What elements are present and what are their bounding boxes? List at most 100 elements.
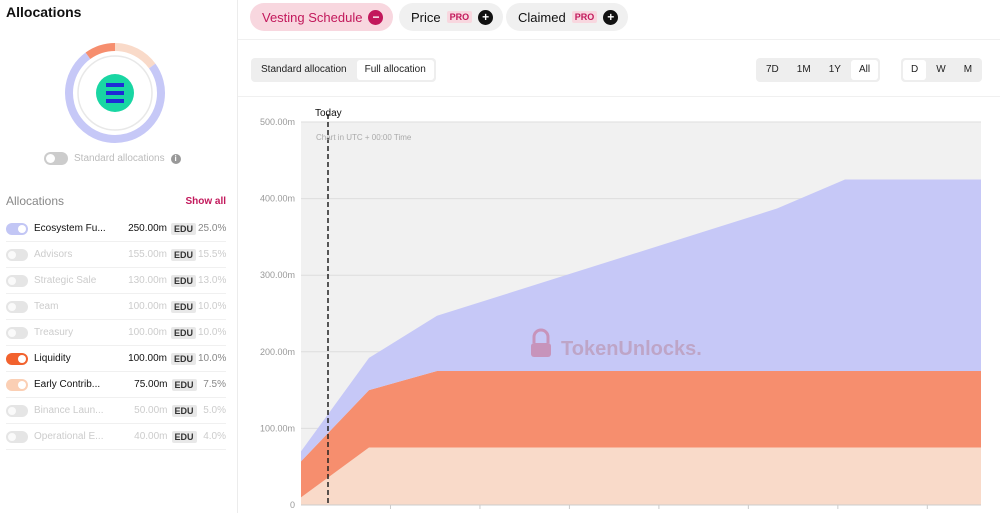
allocation-row[interactable]: Liquidity 100.00m EDU 10.0% — [6, 346, 226, 372]
area-liquidity — [301, 370, 981, 498]
allocation-percent: 7.5% — [203, 379, 226, 390]
time-range-option[interactable]: 7D — [766, 64, 779, 75]
token-unit-badge: EDU — [170, 248, 196, 261]
panel-title: Allocations — [6, 4, 82, 20]
allocation-percent: 5.0% — [203, 405, 226, 416]
token-unit-badge: EDU — [171, 430, 197, 443]
standard-allocations-label: Standard allocations — [74, 153, 165, 164]
tab-vesting-schedule[interactable]: Vesting Schedule − — [250, 3, 394, 31]
donut-segment-liquidity — [85, 43, 116, 60]
token-unit-badge: EDU — [170, 326, 196, 339]
pro-badge: PRO — [571, 11, 598, 23]
time-range-option[interactable]: 1M — [796, 64, 811, 75]
allocation-list: Ecosystem Fu... 250.00m EDU 25.0% Advisors 15… — [6, 216, 226, 450]
interval-option[interactable]: M — [963, 64, 973, 75]
y-tick-label: 100.00m — [260, 423, 295, 433]
allocation-amount: 155.00m — [128, 249, 167, 260]
allocation-toggle[interactable] — [6, 378, 28, 391]
allocation-name: Advisors — [34, 249, 73, 260]
token-unit-badge: EDU — [170, 352, 196, 365]
token-unit-badge: EDU — [170, 300, 196, 313]
pro-badge: PRO — [446, 11, 473, 23]
watermark-text: TokenUnlocks. — [561, 338, 702, 360]
token-unit-badge: EDU — [171, 378, 197, 391]
info-icon[interactable]: i — [170, 153, 181, 164]
allocation-name: Treasury — [34, 327, 74, 338]
allocations-header: Allocations Show all — [6, 194, 226, 208]
time-range-option[interactable]: All — [850, 60, 879, 80]
allocation-percent: 10.0% — [198, 327, 227, 338]
allocation-name: Operational E... — [34, 431, 104, 442]
allocation-percent: 15.5% — [198, 249, 227, 260]
tab-vesting-label: Vesting Schedule — [262, 9, 363, 25]
y-tick-label: 500.00m — [260, 117, 295, 127]
standard-allocations-toggle[interactable] — [44, 152, 68, 165]
token-unit-badge: EDU — [171, 404, 197, 417]
add-icon: + — [478, 9, 494, 25]
vesting-chart-svg: 0 100.00m 200.00m 300.00m 400.00m 500.00m Toda… — [260, 108, 981, 510]
allocation-name: Binance Laun... — [34, 405, 104, 416]
standard-allocations-row: Standard allocations i — [44, 152, 181, 165]
allocation-toggle[interactable] — [6, 326, 28, 339]
allocation-amount: 100.00m — [128, 301, 167, 312]
allocation-row[interactable]: Operational E... 40.00m EDU 4.0% — [6, 424, 226, 450]
area-early-contributors — [301, 447, 981, 505]
allocation-mode-switch: Standard allocation Full allocation — [251, 58, 436, 82]
allocation-row[interactable]: Ecosystem Fu... 250.00m EDU 25.0% — [6, 216, 226, 242]
allocation-name: Team — [34, 301, 59, 312]
tab-claimed[interactable]: Claimed PRO + — [506, 3, 629, 31]
allocation-amount: 40.00m — [134, 431, 168, 442]
allocation-row[interactable]: Binance Laun... 50.00m EDU 5.0% — [6, 398, 226, 424]
allocations-label: Allocations — [6, 194, 65, 208]
tab-price[interactable]: Price PRO + — [399, 3, 504, 31]
allocations-panel: Allocations Standard allocations i Alloc… — [0, 0, 238, 513]
allocation-mode-option[interactable]: Full allocation — [356, 60, 434, 80]
vesting-chart: 0 100.00m 200.00m 300.00m 400.00m 500.00m Toda… — [238, 96, 1000, 513]
y-tick-label: 400.00m — [260, 194, 295, 204]
remove-icon: − — [368, 9, 384, 25]
today-label: Today — [315, 108, 342, 119]
allocation-row[interactable]: Advisors 155.00m EDU 15.5% — [6, 242, 226, 268]
chart-tabs-bar: Vesting Schedule − Price PRO + Claimed P… — [238, 0, 1000, 40]
tab-claimed-label: Claimed — [518, 9, 566, 25]
allocation-row[interactable]: Treasury 100.00m EDU 10.0% — [6, 320, 226, 346]
allocation-percent: 25.0% — [198, 223, 227, 234]
allocation-percent: 10.0% — [198, 353, 227, 364]
watermark-lock-body — [531, 343, 551, 357]
allocation-toggle[interactable] — [6, 222, 28, 235]
allocation-name: Strategic Sale — [34, 275, 97, 286]
allocation-percent: 13.0% — [198, 275, 227, 286]
allocation-toggle[interactable] — [6, 430, 28, 443]
show-all-link[interactable]: Show all — [185, 195, 226, 207]
donut-segment-early — [114, 43, 156, 69]
add-icon: + — [603, 9, 619, 25]
allocation-amount: 100.00m — [128, 327, 167, 338]
allocation-toggle[interactable] — [6, 352, 28, 365]
timezone-note: Chart in UTC + 00:00 Time — [316, 133, 412, 142]
watermark-lock-icon — [532, 328, 550, 343]
area-ecosystem — [301, 179, 981, 462]
interval-option[interactable]: D — [903, 60, 927, 80]
tab-price-label: Price — [411, 9, 441, 25]
allocation-percent: 4.0% — [203, 431, 226, 442]
time-range-switch: 7D 1M 1Y All — [756, 58, 881, 82]
allocation-amount: 75.00m — [134, 379, 168, 390]
allocation-row[interactable]: Strategic Sale 130.00m EDU 13.0% — [6, 268, 226, 294]
token-unit-badge: EDU — [170, 274, 196, 287]
interval-option[interactable]: W — [936, 64, 946, 75]
allocation-name: Early Contrib... — [34, 379, 101, 390]
allocation-row[interactable]: Team 100.00m EDU 10.0% — [6, 294, 226, 320]
allocation-toggle[interactable] — [6, 300, 28, 313]
allocation-toggle[interactable] — [6, 274, 28, 287]
allocation-name: Ecosystem Fu... — [34, 223, 106, 234]
allocation-row[interactable]: Early Contrib... 75.00m EDU 7.5% — [6, 372, 226, 398]
allocation-amount: 250.00m — [128, 223, 167, 234]
time-range-option[interactable]: 1Y — [828, 64, 841, 75]
allocation-toggle[interactable] — [6, 404, 28, 417]
allocation-percent: 10.0% — [198, 301, 227, 312]
y-tick-label: 300.00m — [260, 270, 295, 280]
allocation-amount: 100.00m — [128, 353, 167, 364]
allocation-mode-option[interactable]: Standard allocation — [261, 64, 347, 75]
y-tick-label: 0 — [290, 500, 295, 510]
allocation-toggle[interactable] — [6, 248, 28, 261]
